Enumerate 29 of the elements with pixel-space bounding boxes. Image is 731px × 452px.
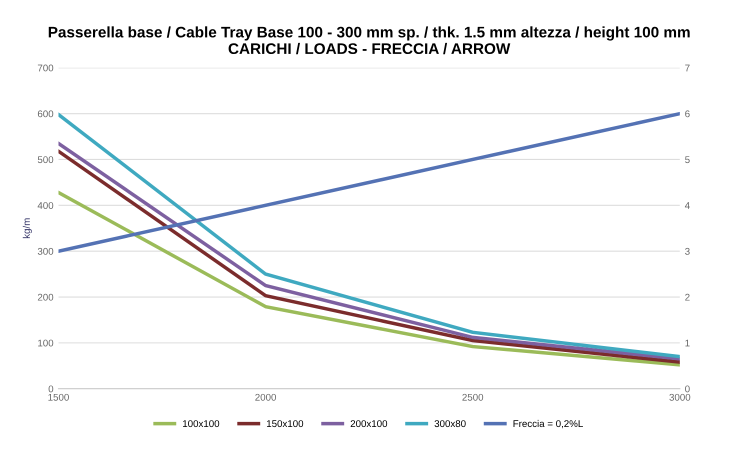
y2-tick-label: 0: [685, 385, 690, 392]
y-tick-label: 500: [38, 156, 54, 164]
y-tick-label: 600: [38, 110, 54, 118]
line-series: [58, 112, 680, 253]
x-tick-label: 2000: [255, 394, 276, 401]
x-tick-label: 3000: [669, 394, 690, 401]
y2-tick-label: 5: [685, 156, 690, 164]
y-tick-label: 700: [38, 64, 54, 72]
legend-label: 150x100: [266, 420, 304, 428]
y2-tick-label: 3: [685, 248, 690, 255]
x-tick-label: 1500: [48, 394, 69, 401]
y2-tick-label: 1: [685, 340, 690, 346]
x-tick-label: 2500: [462, 394, 484, 401]
legend-label: 100x100: [183, 420, 220, 428]
chart-title: Passerella base / Cable Tray Base 100 - 300 mm sp. / thk. 1.5 mm altezza / height 100 mm CARICHI / LOADS - FRECCIA / ARROW: [48, 26, 690, 54]
y-tick-label: 400: [38, 202, 54, 209]
legend-label: Freccia = 0,2%L: [514, 420, 583, 428]
y2-tick-label: 2: [685, 294, 690, 301]
y2-tick-label: 4: [684, 202, 690, 209]
y-axis-title: kg/m: [22, 218, 32, 238]
y-tick-label: 200: [38, 294, 54, 301]
y-tick-label: 100: [38, 340, 54, 346]
y2-tick-label: 6: [685, 110, 690, 118]
legend-label: 200x100: [350, 420, 388, 428]
y-tick-label: 300: [38, 248, 54, 255]
y2-tick-label: 7: [685, 64, 690, 72]
legend-label: 300x80: [434, 420, 466, 428]
y-tick-label: 0: [48, 385, 54, 392]
line-series: [58, 190, 680, 367]
